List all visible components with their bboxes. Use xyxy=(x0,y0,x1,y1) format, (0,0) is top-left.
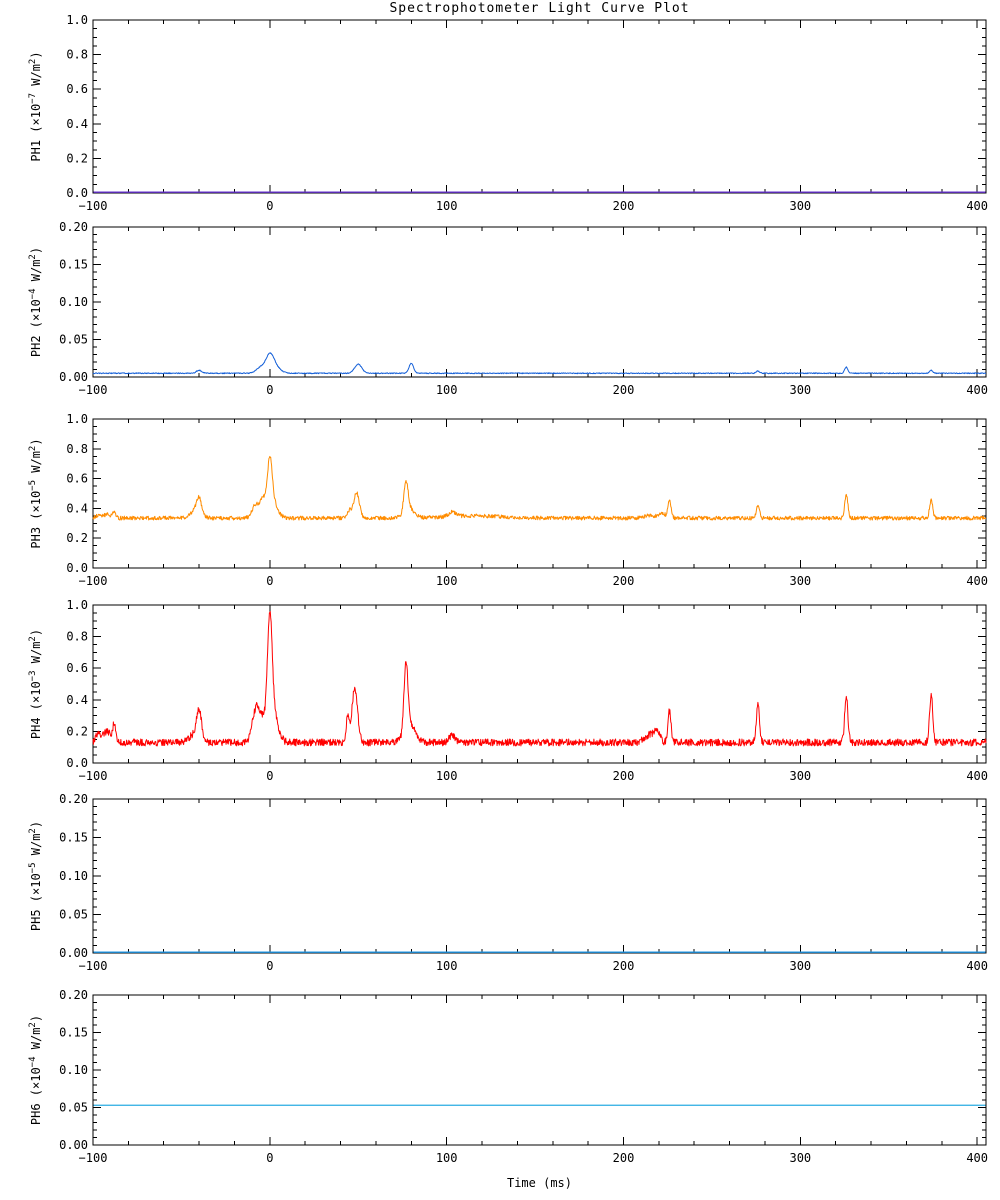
series-PH3-line xyxy=(92,455,987,521)
x-tick-label: 100 xyxy=(436,574,458,588)
x-tick-label: 400 xyxy=(966,1151,988,1165)
x-tick-label: 100 xyxy=(436,1151,458,1165)
x-tick-label: −100 xyxy=(79,959,108,973)
x-tick-label: 200 xyxy=(613,574,635,588)
x-tick-label: 300 xyxy=(789,1151,811,1165)
y-tick-label: 0.4 xyxy=(66,117,88,131)
y-tick-label: 0.00 xyxy=(59,370,88,384)
y-tick-label: 0.2 xyxy=(66,724,88,738)
x-tick-label: −100 xyxy=(79,383,108,397)
x-tick-label: 300 xyxy=(789,199,811,213)
chart-title: Spectrophotometer Light Curve Plot xyxy=(389,1,690,16)
x-tick-label: 400 xyxy=(966,959,988,973)
panel-PH3: −100 0 100 200 300 400 0.0 0.2 0.4 0.6 0.8 1.0 PH3 (… xyxy=(28,412,988,588)
y-axis-label-PH5: PH5 (×10−5 W/m2) xyxy=(28,821,43,931)
y-axis-label-PH2: PH2 (×10−4 W/m2) xyxy=(28,247,43,357)
y-axis-label-PH4: PH4 (×10−3 W/m2) xyxy=(28,629,43,739)
y-tick-label: 0.6 xyxy=(66,472,88,486)
y-tick-label: 0.20 xyxy=(59,220,88,234)
y-tick-label: 0.8 xyxy=(66,48,88,62)
x-tick-label: 100 xyxy=(436,383,458,397)
x-tick-label: 0 xyxy=(266,1151,273,1165)
x-tick-label: −100 xyxy=(79,199,108,213)
y-tick-label: 0.05 xyxy=(59,908,88,922)
x-tick-label: 200 xyxy=(613,769,635,783)
y-tick-label: 0.05 xyxy=(59,1101,88,1115)
x-tick-label: 300 xyxy=(789,383,811,397)
y-tick-label: 0.15 xyxy=(59,1026,88,1040)
series-PH2-line xyxy=(92,352,987,375)
x-tick-label: 0 xyxy=(266,769,273,783)
x-tick-label: −100 xyxy=(79,1151,108,1165)
x-tick-label: 200 xyxy=(613,199,635,213)
x-tick-label: 200 xyxy=(613,959,635,973)
y-tick-label: 0.05 xyxy=(59,333,88,347)
x-tick-label: 200 xyxy=(613,383,635,397)
series-PH4-line xyxy=(92,611,987,747)
y-tick-label: 0.10 xyxy=(59,869,88,883)
y-tick-label: 0.10 xyxy=(59,295,88,309)
y-tick-label: 1.0 xyxy=(66,13,88,27)
x-tick-label: 300 xyxy=(789,574,811,588)
y-axis-label-PH1: PH1 (×10−7 W/m2) xyxy=(28,51,43,161)
x-tick-label: 0 xyxy=(266,574,273,588)
y-tick-label: 0.0 xyxy=(66,561,88,575)
x-tick-label: 400 xyxy=(966,199,988,213)
y-tick-label: 0.6 xyxy=(66,82,88,96)
y-tick-label: 0.4 xyxy=(66,501,88,515)
x-tick-label: 300 xyxy=(789,959,811,973)
x-tick-label: 100 xyxy=(436,769,458,783)
y-tick-label: 0.20 xyxy=(59,988,88,1002)
panel-PH5: −100 0 100 200 300 400 0.00 0.05 0.10 0.15 0.20 PH5… xyxy=(28,792,988,973)
y-tick-label: 0.0 xyxy=(66,186,88,200)
x-axis-title: Time (ms) xyxy=(506,1176,573,1190)
y-tick-label: 0.4 xyxy=(66,693,88,707)
x-tick-label: 400 xyxy=(966,383,988,397)
x-tick-label: 400 xyxy=(966,574,988,588)
y-tick-label: 0.10 xyxy=(59,1063,88,1077)
y-axis-label-PH6: PH6 (×10−4 W/m2) xyxy=(28,1015,43,1125)
x-tick-label: 200 xyxy=(613,1151,635,1165)
x-tick-label: 0 xyxy=(266,959,273,973)
y-tick-label: 0.8 xyxy=(66,442,88,456)
y-axis-label-PH3: PH3 (×10−5 W/m2) xyxy=(28,438,43,548)
y-tick-label: 1.0 xyxy=(66,412,88,426)
y-tick-label: 1.0 xyxy=(66,598,88,612)
y-tick-label: 0.0 xyxy=(66,756,88,770)
panel-PH2: −100 0 100 200 300 400 0.00 0.05 0.10 0.15 0.20 PH2… xyxy=(28,220,988,397)
y-tick-label: 0.8 xyxy=(66,630,88,644)
y-tick-label: 0.15 xyxy=(59,258,88,272)
y-tick-label: 0.2 xyxy=(66,151,88,165)
y-tick-label: 0.00 xyxy=(59,1138,88,1152)
y-tick-label: 0.00 xyxy=(59,946,88,960)
x-tick-label: 100 xyxy=(436,959,458,973)
x-tick-label: 0 xyxy=(266,383,273,397)
x-tick-label: 100 xyxy=(436,199,458,213)
x-tick-label: −100 xyxy=(79,769,108,783)
y-tick-label: 0.15 xyxy=(59,831,88,845)
y-tick-label: 0.20 xyxy=(59,792,88,806)
y-tick-label: 0.6 xyxy=(66,661,88,675)
x-tick-label: 300 xyxy=(789,769,811,783)
panel-PH1: −100 0 100 200 300 400 0.0 0.2 0.4 0.6 0.8 1.0 PH1 (… xyxy=(28,13,988,213)
x-tick-label: 0 xyxy=(266,199,273,213)
panel-PH4: −100 0 100 200 300 400 0.0 0.2 0.4 0.6 0.8 1.0 PH4 (… xyxy=(28,598,988,783)
y-tick-label: 0.2 xyxy=(66,531,88,545)
panel-PH6: −100 0 100 200 300 400 0.00 0.05 0.10 0.15 0.20 PH6… xyxy=(28,988,988,1165)
x-tick-label: −100 xyxy=(79,574,108,588)
x-tick-label: 400 xyxy=(966,769,988,783)
